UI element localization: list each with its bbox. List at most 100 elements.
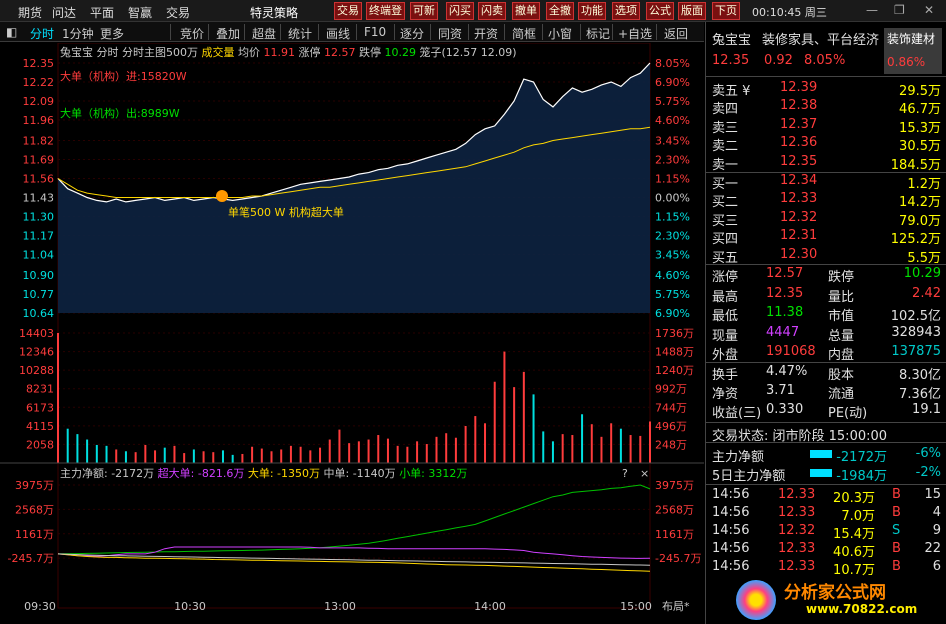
pct-tick: 5.75% bbox=[655, 95, 690, 108]
ask-label: 卖二 bbox=[712, 139, 739, 155]
toolbar-item[interactable]: 返回 bbox=[664, 27, 689, 41]
toolbar-separator bbox=[244, 24, 245, 40]
time-tick: 09:30 bbox=[24, 600, 56, 613]
chart-canvas: 12.35 8.05% 12.22 6.90% 12.09 5.75% 11.96 4.60%… bbox=[0, 43, 704, 613]
toolbar-separator bbox=[504, 24, 505, 40]
menu-item[interactable]: 平面 bbox=[90, 6, 115, 20]
tick-volume: 20.3万 bbox=[833, 491, 875, 506]
toolbar-item[interactable]: 开资 bbox=[474, 27, 499, 41]
stat-value: 102.5亿 bbox=[890, 309, 941, 324]
divider bbox=[706, 442, 946, 443]
big-order-out: 大单（机构）出:8989W bbox=[60, 106, 180, 120]
price-tick: 12.09 bbox=[23, 95, 55, 108]
time-tick: 14:00 bbox=[474, 600, 506, 613]
close-icon[interactable]: ✕ bbox=[924, 3, 935, 17]
sector-pct: 0.86% bbox=[887, 55, 926, 69]
toolbar-item[interactable]: 1分钟 bbox=[62, 27, 94, 41]
stat-label: 净资 bbox=[712, 387, 739, 402]
clock: 00:10:45 周三 bbox=[752, 6, 827, 19]
price-line bbox=[57, 62, 651, 203]
avg-price-line bbox=[57, 126, 651, 198]
tick-side: B bbox=[892, 487, 901, 502]
cage-label: 笼子(12.57 12.09) bbox=[420, 45, 517, 59]
menu-button[interactable]: 终端登 bbox=[366, 2, 405, 20]
tick-count: 4 bbox=[932, 505, 941, 520]
tick-count: 9 bbox=[932, 523, 941, 538]
toolbar-item[interactable]: 画线 bbox=[326, 27, 351, 41]
tick-count: 6 bbox=[932, 559, 941, 574]
menu-button[interactable]: 可新 bbox=[410, 2, 438, 20]
bid-row: 买四 12.31 125.2万 bbox=[706, 227, 946, 248]
menu-item[interactable]: 交易 bbox=[166, 6, 191, 20]
vol-tick: 4115 bbox=[26, 420, 54, 433]
menu-button[interactable]: 交易 bbox=[334, 2, 362, 20]
toolbar-item[interactable]: 更多 bbox=[100, 27, 125, 41]
tick-count: 15 bbox=[924, 487, 941, 502]
menu-button[interactable]: 版面 bbox=[678, 2, 706, 20]
bid-price: 12.32 bbox=[780, 209, 818, 225]
stat-value: 191068 bbox=[766, 344, 816, 359]
tick-side: S bbox=[892, 523, 901, 538]
panel-icon[interactable]: ◧ bbox=[6, 25, 18, 39]
menu-button[interactable]: 公式 bbox=[646, 2, 674, 20]
toolbar-item[interactable]: 竞价 bbox=[180, 27, 205, 41]
menu-button[interactable]: 下页 bbox=[712, 2, 740, 20]
menu-button[interactable]: 闪卖 bbox=[478, 2, 506, 20]
pct-tick: 6.90% bbox=[655, 307, 690, 320]
site-logo: 分析家公式网 www.70822.com bbox=[736, 578, 946, 622]
menu-item[interactable]: 智赢 bbox=[128, 6, 153, 20]
bid-volume: 79.0万 bbox=[899, 213, 941, 229]
menu-button[interactable]: 全撤 bbox=[546, 2, 574, 20]
toolbar-item[interactable]: 简框 bbox=[512, 27, 537, 41]
ask-volume: 46.7万 bbox=[899, 102, 941, 118]
flow-tick-right: 2568万 bbox=[655, 503, 694, 516]
sector-tag[interactable]: 装饰建材 0.86% bbox=[884, 28, 942, 74]
menu-button[interactable]: 闪买 bbox=[446, 2, 474, 20]
quote-row: 兔宝宝 装修家具、平台经济 bbox=[706, 28, 946, 48]
ask-row: 卖三 12.37 15.3万 bbox=[706, 116, 946, 136]
toolbar-item[interactable]: 小窗 bbox=[548, 27, 573, 41]
minimize-icon[interactable]: — bbox=[866, 3, 878, 17]
menu-button[interactable]: 功能 bbox=[578, 2, 606, 20]
menu-button[interactable]: 选项 bbox=[612, 2, 640, 20]
layout-button[interactable]: 布局* bbox=[662, 600, 690, 613]
flow-mid: 中单: -1140万 bbox=[324, 467, 400, 480]
menu-strategy[interactable]: 特灵策略 bbox=[250, 6, 299, 20]
close-pane-icon[interactable]: × bbox=[640, 467, 649, 480]
menu-item[interactable]: 期货 bbox=[18, 6, 43, 20]
toolbar-item[interactable]: 逐分 bbox=[400, 27, 425, 41]
ask-volume: 15.3万 bbox=[899, 120, 941, 136]
price-tick: 11.04 bbox=[23, 249, 55, 262]
ask-price: 12.38 bbox=[780, 98, 818, 114]
toolbar-item[interactable]: F10 bbox=[364, 25, 387, 39]
help-icon[interactable]: ? bbox=[622, 467, 628, 480]
volume-label: 成交量 bbox=[202, 45, 239, 59]
toolbar-item[interactable]: 叠加 bbox=[216, 27, 241, 41]
menu-button[interactable]: 撤单 bbox=[512, 2, 540, 20]
toolbar-item[interactable]: 分时 bbox=[30, 27, 55, 41]
toolbar-item[interactable]: 超盘 bbox=[252, 27, 277, 41]
price-tick: 11.43 bbox=[23, 192, 55, 205]
toolbar-item[interactable]: +自选 bbox=[618, 27, 653, 41]
toolbar-separator bbox=[580, 24, 581, 40]
stock-name: 兔宝宝 bbox=[60, 45, 97, 59]
tick-row: 14:56 12.32 15.4万 S 9 bbox=[706, 522, 946, 542]
chart-frame bbox=[57, 43, 651, 609]
ask-volume: 29.5万 bbox=[899, 84, 941, 99]
super-order-marker-icon[interactable] bbox=[216, 190, 228, 202]
restore-icon[interactable]: ❐ bbox=[894, 3, 905, 17]
vol-amount-tick: 1736万 bbox=[655, 327, 694, 340]
stat-value: 328943 bbox=[891, 324, 941, 340]
toolbar-item[interactable]: 标记 bbox=[586, 27, 611, 41]
bid-volume: 125.2万 bbox=[890, 232, 941, 248]
chart-header: 兔宝宝 分时 分时主图500万 成交量 均价 11.91 涨停 12.57 跌停… bbox=[60, 45, 517, 59]
toolbar-item[interactable]: 统计 bbox=[288, 27, 313, 41]
side-stock-name: 兔宝宝 bbox=[712, 33, 752, 48]
vol-tick: 10288 bbox=[19, 364, 54, 377]
pct-tick: 1.15% bbox=[655, 172, 690, 185]
menu-item[interactable]: 问达 bbox=[52, 6, 77, 20]
toolbar-item[interactable]: 同资 bbox=[438, 27, 463, 41]
stat-value: 0.330 bbox=[766, 402, 804, 417]
toolbar-separator bbox=[208, 24, 209, 40]
stat-label: 现量 bbox=[712, 328, 739, 344]
